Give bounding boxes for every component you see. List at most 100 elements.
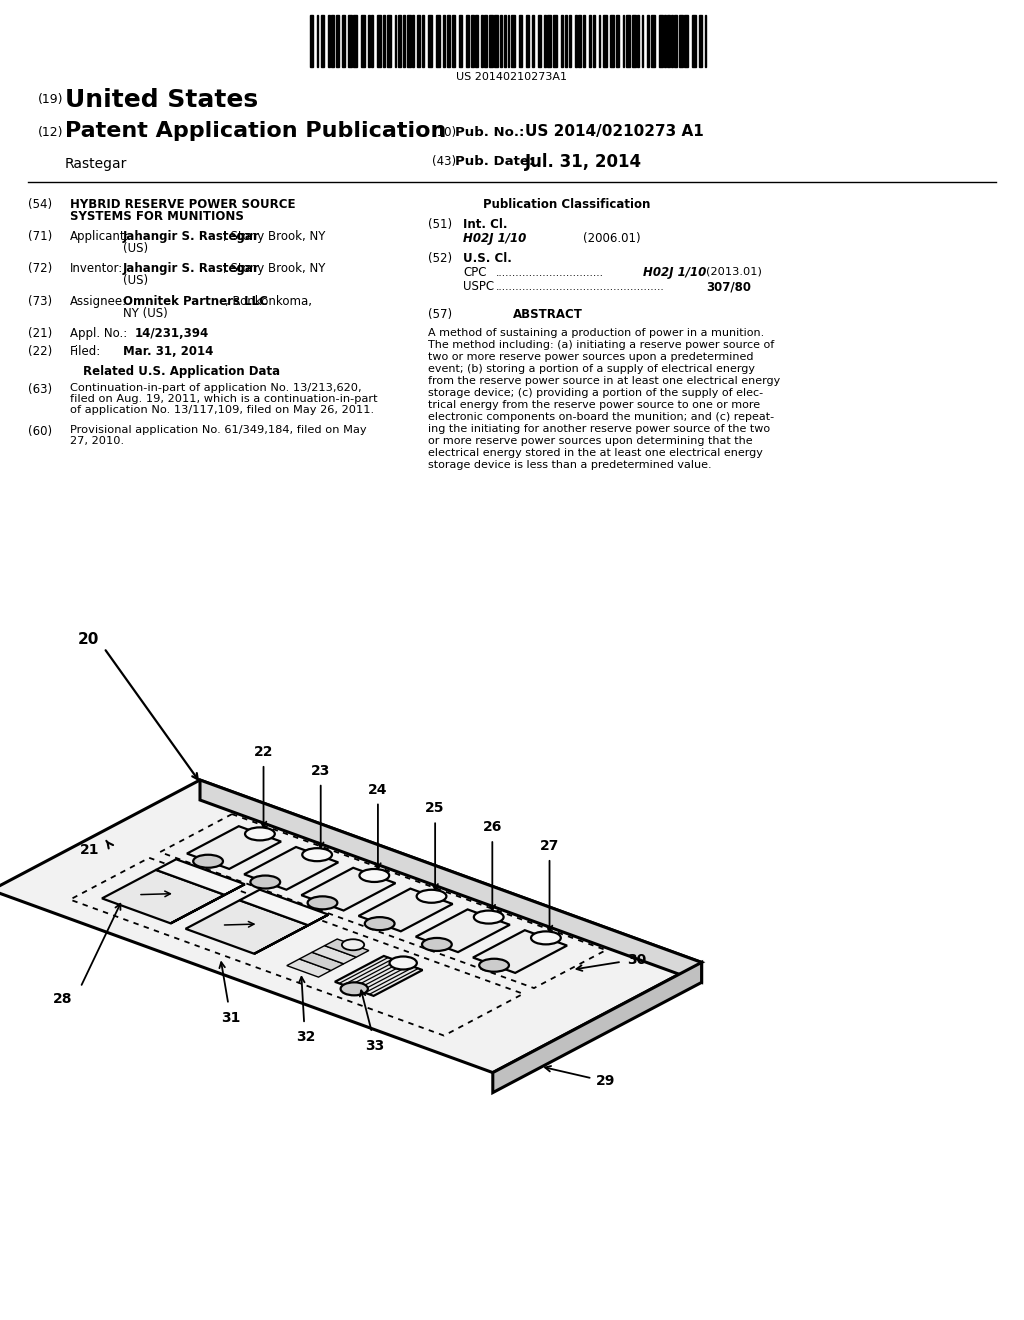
Bar [667, 15, 670, 67]
Text: (2006.01): (2006.01) [583, 232, 641, 246]
Bar [383, 15, 385, 67]
Bar [489, 15, 493, 67]
Text: US 2014/0210273 A1: US 2014/0210273 A1 [525, 124, 703, 139]
Text: 27, 2010.: 27, 2010. [70, 436, 124, 446]
Text: SYSTEMS FOR MUNITIONS: SYSTEMS FOR MUNITIONS [70, 210, 244, 223]
Text: 307/80: 307/80 [706, 280, 751, 293]
Bar [446, 15, 450, 67]
Text: 25: 25 [425, 801, 444, 816]
Text: , Stony Brook, NY: , Stony Brook, NY [223, 261, 326, 275]
Bar [578, 15, 581, 67]
Bar [553, 15, 557, 67]
Text: , Ronkonkoma,: , Ronkonkoma, [225, 294, 312, 308]
Ellipse shape [531, 932, 561, 944]
Ellipse shape [194, 855, 223, 867]
Polygon shape [171, 884, 245, 924]
Polygon shape [254, 915, 329, 954]
Text: (60): (60) [28, 425, 52, 438]
Polygon shape [200, 780, 701, 982]
Bar [632, 15, 636, 67]
Bar [583, 15, 585, 67]
Bar [511, 15, 515, 67]
Text: ..................................................: ........................................… [496, 282, 665, 292]
Text: 29: 29 [596, 1074, 615, 1089]
Bar [423, 15, 424, 67]
Text: 32: 32 [297, 1030, 315, 1044]
Bar [331, 15, 334, 67]
Text: A method of sustaining a production of power in a munition.: A method of sustaining a production of p… [428, 327, 764, 338]
Text: H02J 1/10: H02J 1/10 [463, 232, 526, 246]
Text: United States: United States [65, 88, 258, 112]
Text: 30: 30 [627, 953, 646, 966]
Bar [547, 15, 551, 67]
Bar [495, 15, 499, 67]
Bar [471, 15, 474, 67]
Text: (43): (43) [432, 154, 456, 168]
Ellipse shape [251, 875, 281, 888]
Polygon shape [287, 958, 331, 977]
Text: (2013.01): (2013.01) [706, 267, 762, 276]
Bar [360, 15, 365, 67]
Text: Mar. 31, 2014: Mar. 31, 2014 [123, 345, 213, 358]
Polygon shape [185, 900, 308, 954]
Bar [532, 15, 534, 67]
Bar [565, 15, 566, 67]
Polygon shape [473, 931, 567, 973]
Text: 23: 23 [311, 764, 331, 777]
Bar [651, 15, 654, 67]
Bar [368, 15, 370, 67]
Bar [538, 15, 541, 67]
Bar [508, 15, 509, 67]
Text: Related U.S. Application Data: Related U.S. Application Data [83, 366, 281, 378]
Text: 33: 33 [366, 1039, 385, 1053]
Text: trical energy from the reserve power source to one or more: trical energy from the reserve power sou… [428, 400, 760, 411]
Bar [397, 15, 401, 67]
Bar [642, 15, 643, 67]
Bar [504, 15, 506, 67]
Text: Applicant:: Applicant: [70, 230, 130, 243]
Polygon shape [358, 888, 453, 932]
Bar [561, 15, 563, 67]
Bar [371, 15, 373, 67]
Text: (57): (57) [428, 308, 453, 321]
Polygon shape [187, 826, 281, 869]
Bar [394, 15, 396, 67]
Bar [387, 15, 391, 67]
Text: event; (b) storing a portion of a supply of electrical energy: event; (b) storing a portion of a supply… [428, 364, 755, 374]
Bar [647, 15, 649, 67]
Text: 26: 26 [482, 820, 502, 834]
Bar [623, 15, 625, 67]
Text: H02J 1/10: H02J 1/10 [643, 267, 707, 279]
Bar [637, 15, 639, 67]
Bar [684, 15, 688, 67]
Polygon shape [244, 847, 338, 890]
Bar [481, 15, 482, 67]
Bar [407, 15, 411, 67]
Bar [466, 15, 469, 67]
Ellipse shape [341, 982, 368, 995]
Bar [664, 15, 666, 67]
Text: , Stony Brook, NY: , Stony Brook, NY [223, 230, 326, 243]
Text: 22: 22 [254, 744, 273, 759]
Bar [672, 15, 673, 67]
Text: filed on Aug. 19, 2011, which is a continuation-in-part: filed on Aug. 19, 2011, which is a conti… [70, 393, 378, 404]
Text: storage device; (c) providing a portion of the supply of elec-: storage device; (c) providing a portion … [428, 388, 763, 399]
Bar [377, 15, 381, 67]
Text: Provisional application No. 61/349,184, filed on May: Provisional application No. 61/349,184, … [70, 425, 367, 436]
Polygon shape [102, 870, 224, 924]
Bar [413, 15, 414, 67]
Text: NY (US): NY (US) [123, 308, 168, 319]
Bar [627, 15, 631, 67]
Text: Pub. No.:: Pub. No.: [455, 125, 524, 139]
Polygon shape [325, 939, 369, 957]
Ellipse shape [389, 957, 417, 969]
Text: (72): (72) [28, 261, 52, 275]
Text: two or more reserve power sources upon a predetermined: two or more reserve power sources upon a… [428, 352, 754, 362]
Text: Jahangir S. Rastegar: Jahangir S. Rastegar [123, 230, 260, 243]
Text: (71): (71) [28, 230, 52, 243]
Text: Pub. Date:: Pub. Date: [455, 154, 535, 168]
Bar [692, 15, 696, 67]
Text: Appl. No.:: Appl. No.: [70, 327, 127, 341]
Bar [459, 15, 462, 67]
Ellipse shape [359, 869, 389, 882]
